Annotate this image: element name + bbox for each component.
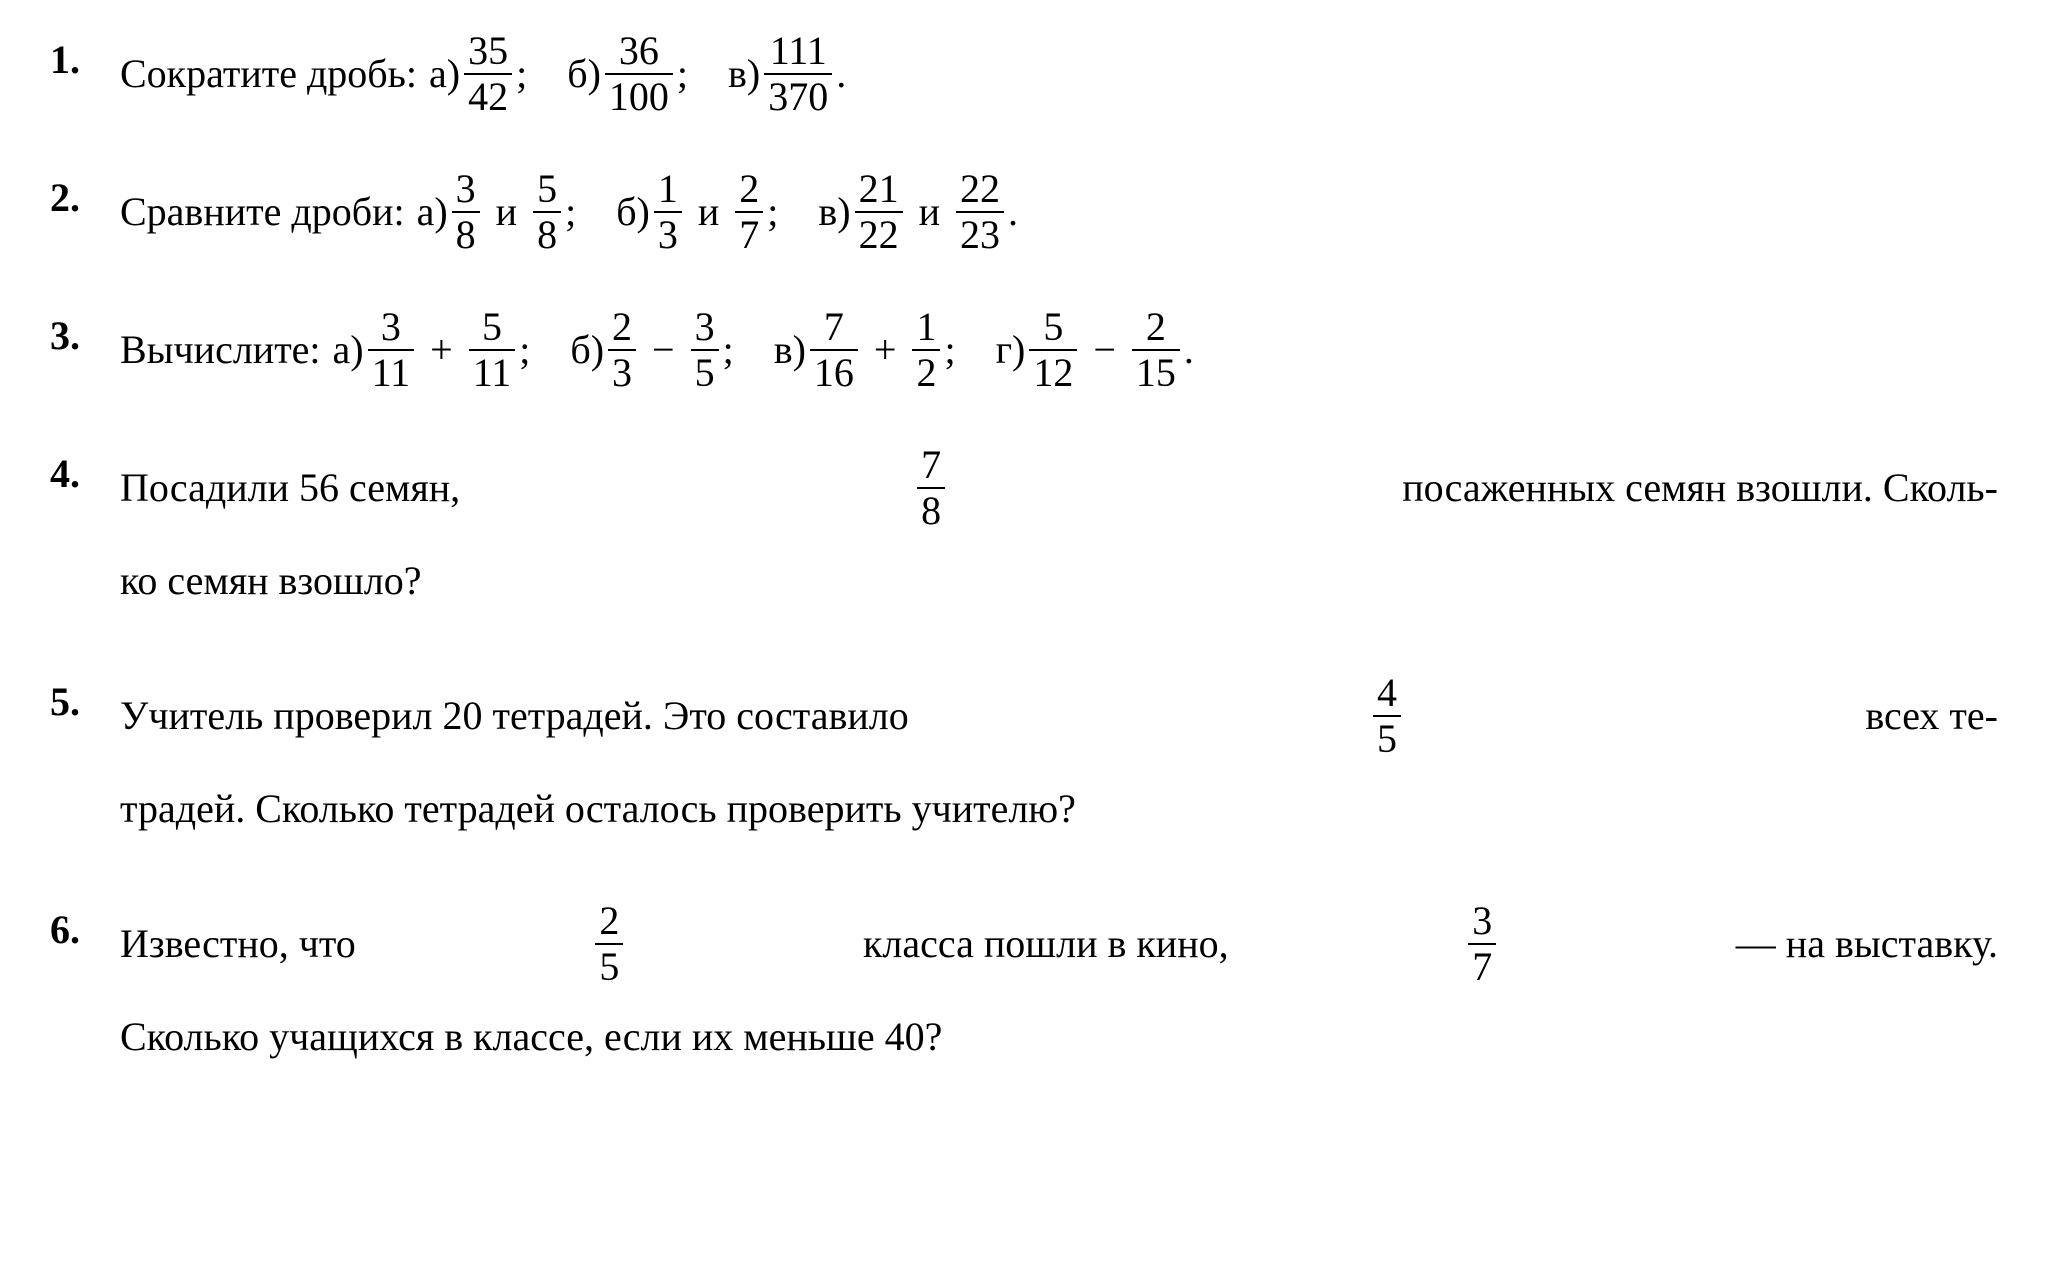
part-letter: а) <box>429 44 460 104</box>
problem-content: Сравните дроби: а) 38 и 58 ; б) 13 и 27 … <box>120 168 1998 256</box>
text: Учитель проверил 20 тетрадей. Это состав… <box>120 675 909 757</box>
part-letter: в) <box>728 44 760 104</box>
fraction: 25 <box>595 900 623 988</box>
fraction: 78 <box>917 444 945 532</box>
problem-content: Учитель проверил 20 тетрадей. Это состав… <box>120 672 1998 850</box>
text: традей. Сколько тетрадей осталось провер… <box>120 768 1076 850</box>
stem-text: Вычислите: <box>120 320 321 380</box>
problem-content: Вычислите: а) 311 + 511 ; б) 23 − 35 ; в… <box>120 306 1998 394</box>
op: + <box>430 320 453 380</box>
fraction: 36100 <box>605 30 673 118</box>
part-letter: а) <box>417 182 448 242</box>
stem-text: Сократите дробь: <box>120 44 417 104</box>
problem-content: Сократите дробь: а) 3542 ; б) 36100 ; в)… <box>120 30 1998 118</box>
fraction: 45 <box>1373 672 1401 760</box>
text: ко семян взошло? <box>120 540 421 622</box>
part-letter: а) <box>333 320 364 380</box>
fraction: 37 <box>1468 900 1496 988</box>
op: + <box>874 320 897 380</box>
problem-line: Известно, что 25 класса пошли в кино, 37… <box>120 900 1998 988</box>
conj: и <box>496 182 517 242</box>
fraction: 2122 <box>855 168 903 256</box>
text: — на выставку. <box>1736 903 1998 985</box>
fraction: 215 <box>1132 306 1180 394</box>
part-letter: в) <box>818 182 850 242</box>
stem-text: Сравните дроби: <box>120 182 405 242</box>
fraction: 3542 <box>464 30 512 118</box>
text: Посадили 56 семян, <box>120 447 460 529</box>
fraction: 12 <box>912 306 940 394</box>
problem-number: 5. <box>50 672 120 732</box>
after-punct: ; <box>723 320 734 380</box>
problem-6: 6. Известно, что 25 класса пошли в кино,… <box>50 900 1998 1078</box>
problem-line: традей. Сколько тетрадей осталось провер… <box>120 768 1998 850</box>
problem-line: Посадили 56 семян, 78 посаженных семян в… <box>120 444 1998 532</box>
text: всех те- <box>1865 675 1998 757</box>
problem-number: 4. <box>50 444 120 504</box>
problem-5: 5. Учитель проверил 20 тетрадей. Это сос… <box>50 672 1998 850</box>
after-punct: ; <box>519 320 530 380</box>
after-punct: ; <box>565 182 576 242</box>
after-punct: ; <box>516 44 527 104</box>
fraction: 23 <box>608 306 636 394</box>
fraction: 2223 <box>956 168 1004 256</box>
after-punct: . <box>1184 320 1194 380</box>
part-letter: г) <box>996 320 1026 380</box>
problem-line: Сколько учащихся в классе, если их меньш… <box>120 996 1998 1078</box>
conj: и <box>919 182 940 242</box>
fraction: 111370 <box>764 30 832 118</box>
fraction: 13 <box>654 168 682 256</box>
op: − <box>652 320 675 380</box>
after-punct: . <box>836 44 846 104</box>
fraction: 58 <box>533 168 561 256</box>
fraction: 716 <box>810 306 858 394</box>
part-letter: б) <box>567 44 601 104</box>
problem-line: Учитель проверил 20 тетрадей. Это состав… <box>120 672 1998 760</box>
text: посаженных семян взошли. Сколь- <box>1402 447 1998 529</box>
part-letter: б) <box>616 182 650 242</box>
problem-content: Известно, что 25 класса пошли в кино, 37… <box>120 900 1998 1078</box>
problem-4: 4. Посадили 56 семян, 78 посаженных семя… <box>50 444 1998 622</box>
after-punct: ; <box>677 44 688 104</box>
fraction: 512 <box>1029 306 1077 394</box>
problem-number: 2. <box>50 168 120 228</box>
conj: и <box>698 182 719 242</box>
problem-3: 3. Вычислите: а) 311 + 511 ; б) 23 − 35 … <box>50 306 1998 394</box>
op: − <box>1093 320 1116 380</box>
problem-2: 2. Сравните дроби: а) 38 и 58 ; б) 13 и … <box>50 168 1998 256</box>
after-punct: ; <box>944 320 955 380</box>
part-letter: б) <box>570 320 604 380</box>
problem-number: 6. <box>50 900 120 960</box>
problem-line: Вычислите: а) 311 + 511 ; б) 23 − 35 ; в… <box>120 306 1998 394</box>
fraction: 27 <box>735 168 763 256</box>
problem-line: Сравните дроби: а) 38 и 58 ; б) 13 и 27 … <box>120 168 1998 256</box>
text: Сколько учащихся в классе, если их меньш… <box>120 996 942 1078</box>
problem-number: 1. <box>50 30 120 90</box>
part-letter: в) <box>774 320 806 380</box>
fraction: 311 <box>368 306 415 394</box>
problem-number: 3. <box>50 306 120 366</box>
problem-1: 1. Сократите дробь: а) 3542 ; б) 36100 ;… <box>50 30 1998 118</box>
text: класса пошли в кино, <box>863 903 1229 985</box>
text: Известно, что <box>120 903 356 985</box>
problem-content: Посадили 56 семян, 78 посаженных семян в… <box>120 444 1998 622</box>
after-punct: ; <box>767 182 778 242</box>
fraction: 35 <box>691 306 719 394</box>
fraction: 38 <box>452 168 480 256</box>
fraction: 511 <box>469 306 516 394</box>
problem-line: ко семян взошло? <box>120 540 1998 622</box>
after-punct: . <box>1008 182 1018 242</box>
problem-line: Сократите дробь: а) 3542 ; б) 36100 ; в)… <box>120 30 1998 118</box>
